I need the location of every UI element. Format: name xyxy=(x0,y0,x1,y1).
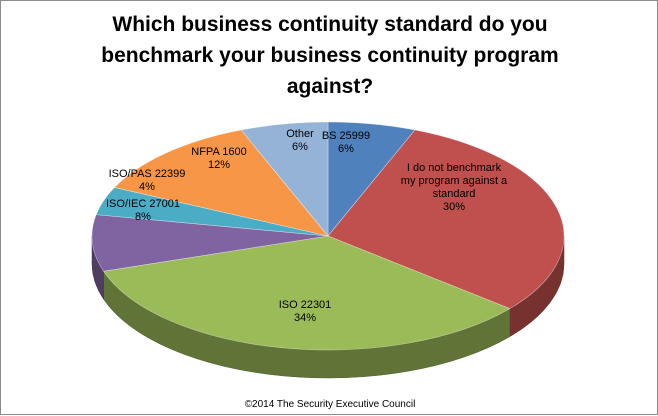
slice-label-4: ISO/PAS 22399 4% xyxy=(109,168,186,193)
slice-label-1: I do not benchmark my program against a st… xyxy=(401,162,508,213)
chart-title-line: benchmark your business continuity progr… xyxy=(101,44,558,67)
slice-label-2: ISO 22301 34% xyxy=(279,299,332,324)
slice-label-text: I do not benchmark xyxy=(407,162,502,174)
pie-slice-1 xyxy=(327,129,565,309)
slice-value-text: 30% xyxy=(443,201,465,213)
pie-slice-3 xyxy=(91,214,329,272)
slice-value-text: 6% xyxy=(338,143,354,155)
slice-label-6: Other 6% xyxy=(286,128,314,153)
slice-label-text: ISO/PAS 22399 xyxy=(109,168,186,180)
slice-value-text: 34% xyxy=(294,312,316,324)
pie-slice-5 xyxy=(113,129,329,237)
chart-title-line: against? xyxy=(287,75,373,98)
slice-label-0: BS 25999 6% xyxy=(322,130,370,155)
slice-label-3: ISO/IEC 27001 8% xyxy=(106,198,180,223)
chart-title-line: Which business continuity standard do yo… xyxy=(112,13,547,36)
pie-slice-2 xyxy=(103,235,511,351)
slice-label-text: standard xyxy=(433,188,476,200)
pie-slice-6 xyxy=(240,121,329,237)
slice-value-text: 12% xyxy=(208,159,230,171)
slice-value-text: 4% xyxy=(139,181,155,193)
chart-title: Which business continuity standard do yo… xyxy=(101,13,558,98)
slice-label-text: Other xyxy=(286,128,314,140)
slice-label-text: ISO/IEC 27001 xyxy=(106,198,180,210)
slice-value-text: 6% xyxy=(292,141,308,153)
slice-labels: BS 25999 6%I do not benchmark my program a… xyxy=(106,128,508,324)
slice-label-text: ISO 22301 xyxy=(279,299,332,311)
chart-credit: ©2014 The Security Executive Council xyxy=(245,399,416,410)
slice-label-text: BS 25999 xyxy=(322,130,370,142)
slice-label-text: my program against a xyxy=(401,175,508,187)
slice-label-5: NFPA 1600 12% xyxy=(191,146,246,171)
slice-value-text: 8% xyxy=(135,211,151,223)
slice-label-text: NFPA 1600 xyxy=(191,146,246,158)
pie-slices xyxy=(91,121,565,379)
